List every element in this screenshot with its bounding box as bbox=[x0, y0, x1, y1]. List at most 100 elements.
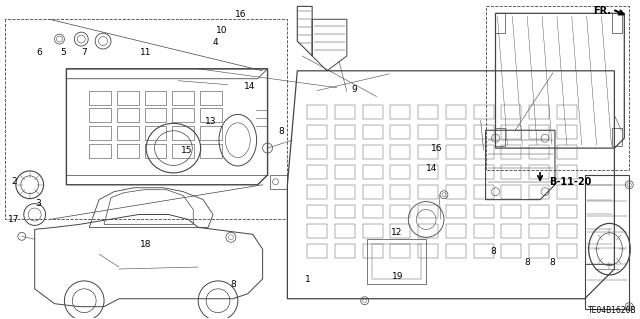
Bar bbox=[117, 126, 139, 140]
Text: 8: 8 bbox=[525, 258, 531, 267]
Bar bbox=[612, 13, 622, 33]
Bar bbox=[363, 244, 383, 258]
Bar bbox=[529, 165, 549, 179]
Bar bbox=[307, 165, 327, 179]
Text: 2: 2 bbox=[11, 177, 17, 186]
Text: TE04B1620B: TE04B1620B bbox=[588, 306, 637, 315]
Bar bbox=[335, 244, 355, 258]
Bar bbox=[418, 145, 438, 159]
Bar bbox=[446, 145, 466, 159]
Bar bbox=[89, 144, 111, 158]
Bar bbox=[501, 145, 521, 159]
Bar bbox=[335, 185, 355, 199]
Text: 3: 3 bbox=[35, 199, 41, 208]
Bar bbox=[418, 224, 438, 238]
Bar bbox=[557, 106, 577, 119]
Bar bbox=[446, 125, 466, 139]
Bar bbox=[335, 106, 355, 119]
Bar bbox=[390, 106, 410, 119]
Bar bbox=[418, 204, 438, 219]
Bar bbox=[200, 91, 222, 105]
Bar bbox=[172, 144, 194, 158]
Bar bbox=[145, 144, 166, 158]
Bar bbox=[446, 185, 466, 199]
Bar bbox=[390, 204, 410, 219]
Bar bbox=[372, 244, 421, 279]
Text: 18: 18 bbox=[140, 240, 152, 249]
Text: 14: 14 bbox=[426, 165, 437, 174]
Bar bbox=[117, 108, 139, 122]
Bar bbox=[501, 185, 521, 199]
Bar bbox=[89, 91, 111, 105]
Bar bbox=[474, 204, 493, 219]
Bar bbox=[335, 125, 355, 139]
Bar bbox=[501, 125, 521, 139]
Text: 10: 10 bbox=[216, 26, 228, 35]
Bar bbox=[363, 106, 383, 119]
Bar bbox=[501, 204, 521, 219]
Bar bbox=[89, 126, 111, 140]
Bar bbox=[529, 106, 549, 119]
Text: 9: 9 bbox=[351, 85, 356, 94]
Text: 7: 7 bbox=[81, 48, 86, 56]
Text: 1: 1 bbox=[305, 275, 310, 284]
Bar bbox=[335, 224, 355, 238]
Bar bbox=[363, 224, 383, 238]
Bar bbox=[446, 165, 466, 179]
Bar bbox=[446, 244, 466, 258]
Bar bbox=[200, 108, 222, 122]
Bar bbox=[446, 204, 466, 219]
Bar bbox=[585, 175, 614, 264]
Text: FR.: FR. bbox=[593, 6, 611, 16]
Bar bbox=[612, 128, 622, 146]
Bar bbox=[529, 145, 549, 159]
Bar bbox=[307, 244, 327, 258]
Bar bbox=[501, 244, 521, 258]
Bar bbox=[363, 125, 383, 139]
Text: 8: 8 bbox=[230, 280, 236, 289]
Bar bbox=[446, 224, 466, 238]
Bar bbox=[390, 224, 410, 238]
Bar bbox=[557, 125, 577, 139]
Bar bbox=[335, 204, 355, 219]
Bar bbox=[501, 224, 521, 238]
Bar bbox=[145, 108, 166, 122]
Bar bbox=[474, 165, 493, 179]
Bar bbox=[335, 165, 355, 179]
Bar bbox=[335, 145, 355, 159]
Bar bbox=[390, 165, 410, 179]
Bar bbox=[390, 125, 410, 139]
Text: 14: 14 bbox=[244, 82, 255, 91]
Text: 4: 4 bbox=[213, 38, 218, 47]
Text: 12: 12 bbox=[390, 228, 402, 237]
Bar bbox=[474, 185, 493, 199]
Bar bbox=[529, 224, 549, 238]
Bar bbox=[474, 106, 493, 119]
Bar bbox=[117, 144, 139, 158]
Text: 11: 11 bbox=[140, 48, 152, 56]
Bar bbox=[363, 204, 383, 219]
Bar bbox=[557, 185, 577, 199]
Bar bbox=[390, 185, 410, 199]
Text: 19: 19 bbox=[392, 272, 403, 281]
Bar bbox=[307, 185, 327, 199]
Bar bbox=[117, 91, 139, 105]
Text: 15: 15 bbox=[180, 145, 192, 154]
Text: 8: 8 bbox=[490, 247, 496, 256]
Bar bbox=[145, 91, 166, 105]
Bar bbox=[501, 106, 521, 119]
Bar bbox=[418, 125, 438, 139]
Bar bbox=[495, 13, 506, 33]
Bar bbox=[418, 244, 438, 258]
Bar bbox=[172, 91, 194, 105]
Text: 6: 6 bbox=[36, 48, 42, 56]
Text: 8: 8 bbox=[549, 258, 555, 267]
Bar bbox=[446, 106, 466, 119]
Text: 17: 17 bbox=[8, 215, 20, 224]
Bar bbox=[557, 145, 577, 159]
Bar bbox=[363, 165, 383, 179]
Bar bbox=[363, 145, 383, 159]
Bar bbox=[418, 106, 438, 119]
Bar bbox=[307, 106, 327, 119]
Bar bbox=[529, 204, 549, 219]
